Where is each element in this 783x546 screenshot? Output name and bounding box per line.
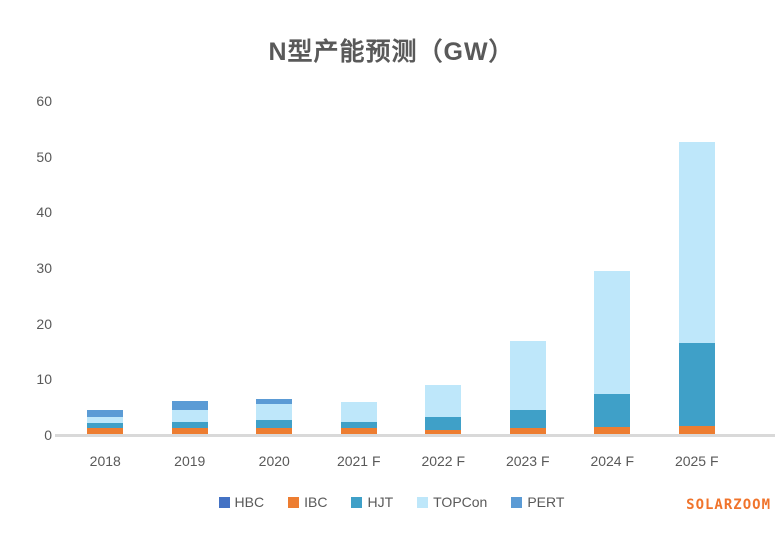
bar-segment-topcon <box>256 403 293 420</box>
bar-segment-ibc <box>678 426 715 434</box>
legend-label: HJT <box>367 494 394 510</box>
y-axis: 0 10 20 30 40 50 60 <box>0 0 52 546</box>
bar-segment-ibc <box>509 428 546 434</box>
legend-marker-icon <box>351 496 363 508</box>
x-axis-label: 2025 F <box>674 453 719 469</box>
bar-segment-topcon <box>171 409 208 422</box>
y-tick-label: 40 <box>36 204 52 221</box>
bar-slot-2025-f <box>655 100 740 434</box>
bar-slot-2023-f <box>486 100 571 434</box>
bar-segment-hjt <box>87 422 124 429</box>
x-axis-label: 2023 F <box>505 453 550 469</box>
bar-stack <box>256 398 293 434</box>
legend-marker-icon <box>417 496 429 508</box>
legend-item-hbc: HBC <box>218 494 265 510</box>
x-axis-labels: 2018 2019 2020 2021 F 2022 F 2023 F 2024 F 2025… <box>63 453 739 469</box>
bar-slot-2024-f <box>570 100 655 434</box>
bar-segment-topcon <box>678 141 715 343</box>
bar-segment-topcon <box>425 385 462 418</box>
x-axis-label: 2018 <box>89 453 121 469</box>
bar-segment-pert <box>256 398 293 404</box>
bar-segment-topcon <box>87 416 124 423</box>
bar-slot-2019 <box>148 100 233 434</box>
chart-title: N型产能预测（GW） <box>268 38 515 66</box>
legend-label: HBC <box>234 494 265 510</box>
bar-slot-2021-f <box>317 100 402 434</box>
y-tick-label: 50 <box>36 148 52 165</box>
bar-stack <box>340 401 377 434</box>
bar-segment-ibc <box>256 428 293 434</box>
bar-segment-hjt <box>425 417 462 430</box>
plot-area <box>63 100 739 434</box>
legend-marker-icon <box>511 496 523 508</box>
bar-segment-hjt <box>340 421 377 429</box>
x-axis-label: 2019 <box>174 453 206 469</box>
bar-segment-pert <box>171 400 208 410</box>
bar-stack <box>678 141 715 434</box>
legend-label: IBC <box>304 494 328 510</box>
x-axis-line <box>55 434 775 437</box>
bar-stack <box>425 385 462 434</box>
legend-item-hjt: HJT <box>351 494 393 510</box>
bar-stack <box>171 400 208 434</box>
x-axis-label: 2021 F <box>336 453 381 469</box>
legend: HBC IBC HJT TOPCon PERT <box>0 494 783 510</box>
bar-segment-ibc <box>425 429 462 434</box>
x-axis-label: 2020 <box>258 453 290 469</box>
bar-segment-ibc <box>340 428 377 434</box>
legend-item-pert: PERT <box>511 494 564 510</box>
solarzoom-logo: SOLARZOOM <box>686 497 771 513</box>
legend-item-ibc: IBC <box>288 494 327 510</box>
bar-segment-ibc <box>171 428 208 434</box>
x-axis-label: 2022 F <box>421 453 466 469</box>
y-tick-label: 60 <box>36 93 52 109</box>
bar-slot-2020 <box>232 100 317 434</box>
legend-label: TOPCon <box>433 494 488 510</box>
bar-segment-topcon <box>594 271 631 394</box>
bar-stack <box>87 410 124 434</box>
y-tick-label: 20 <box>36 315 52 332</box>
bar-segment-ibc <box>87 428 124 434</box>
bar-segment-ibc <box>594 427 631 434</box>
bar-slot-2018 <box>63 100 148 434</box>
y-tick-label: 0 <box>44 427 52 443</box>
bar-segment-topcon <box>340 401 377 422</box>
legend-marker-icon <box>218 496 230 508</box>
bar-segment-pert <box>87 410 124 417</box>
x-axis-label: 2024 F <box>590 453 635 469</box>
bar-segment-hjt <box>256 419 293 429</box>
bar-stack <box>509 341 546 434</box>
bar-slot-2022-f <box>401 100 486 434</box>
legend-marker-icon <box>288 496 300 508</box>
bar-segment-hjt <box>509 410 546 429</box>
bar-segment-hjt <box>171 421 208 429</box>
bar-segment-hjt <box>594 393 631 428</box>
legend-label: PERT <box>527 494 565 510</box>
y-tick-label: 30 <box>36 260 52 276</box>
legend-item-topcon: TOPCon <box>417 494 487 510</box>
y-tick-label: 10 <box>36 371 52 388</box>
bar-segment-topcon <box>509 341 546 411</box>
bar-segment-hjt <box>678 342 715 427</box>
bar-stack <box>594 271 631 434</box>
